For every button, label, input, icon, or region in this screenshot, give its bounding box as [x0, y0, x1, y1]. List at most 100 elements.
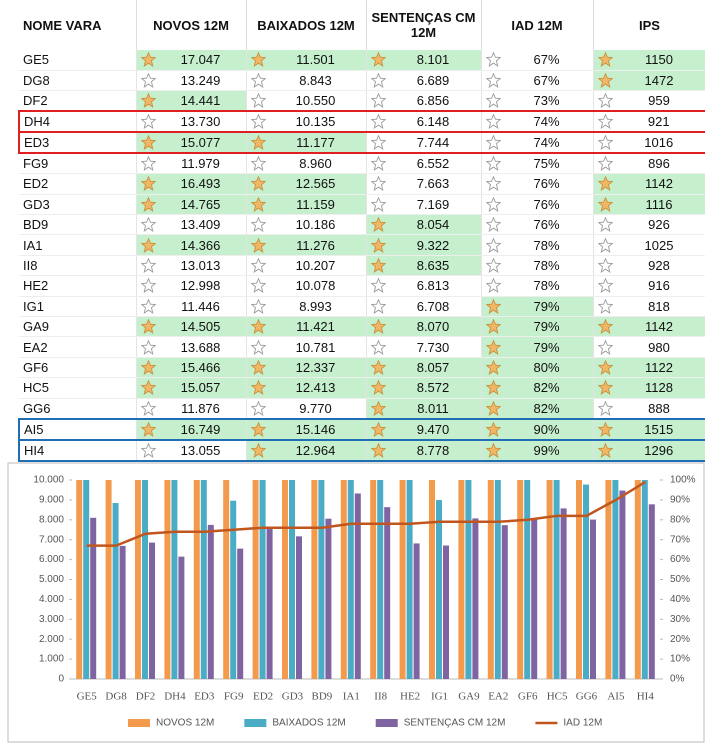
cell-content: 74%: [482, 133, 593, 152]
cell-content: 7.730: [367, 338, 481, 357]
cell-text: 15.146: [295, 421, 336, 437]
star-icon: [597, 278, 613, 294]
table-row: BD9 13.409 10.186 8.054 76% 926: [19, 214, 705, 236]
cell-content: 10.207: [247, 256, 366, 275]
cell-text: 13.688: [180, 339, 221, 355]
table-row: ED2 16.493 12.565 7.663 76% 1142: [19, 173, 705, 195]
y2-tick-label: 20%: [670, 634, 690, 645]
x-tick-label: BD9: [312, 691, 333, 703]
x-tick-label: HE2: [400, 691, 420, 703]
bar: [266, 526, 273, 679]
bar: [259, 480, 266, 679]
bar: [105, 480, 112, 679]
cell-text: 1515: [644, 421, 674, 437]
cell-text: 10.781: [295, 339, 336, 355]
star-icon: [250, 400, 266, 416]
star-icon: [485, 156, 501, 172]
bar: [347, 480, 354, 679]
name-cell: AI5: [18, 417, 137, 441]
x-tick-label: FG9: [224, 691, 244, 703]
bar: [465, 480, 472, 679]
bar: [612, 480, 619, 679]
value-cell: 1150: [593, 50, 705, 71]
cell-content: 928: [594, 256, 705, 275]
cell-text: 8.960: [299, 156, 332, 172]
bar: [193, 480, 200, 679]
value-cell: 82%: [481, 398, 594, 420]
x-tick-label: DH4: [164, 691, 186, 703]
cell-text: 7.730: [416, 339, 450, 355]
table-row: HC5 15.057 12.413 8.572 82% 1128: [19, 377, 705, 399]
cell-content: 78%: [482, 256, 593, 275]
name-cell: DF2: [19, 90, 137, 112]
cell-text: 11.276: [296, 237, 335, 253]
table-row: IG1 11.446 8.993 6.708 79% 818: [19, 296, 705, 318]
value-cell: 90%: [481, 417, 594, 441]
y-tick-label: 2.000: [39, 634, 64, 645]
value-cell: 14.366: [136, 234, 247, 256]
star-icon: [597, 176, 613, 192]
star-icon: [250, 359, 266, 375]
cell-content: 7.169: [367, 195, 481, 214]
star-icon: [485, 380, 501, 396]
star-icon: [140, 442, 156, 458]
cell-text: 90%: [533, 421, 560, 437]
name-cell: ED3: [18, 131, 137, 155]
bar: [318, 480, 325, 679]
cell-content: 82%: [482, 378, 593, 397]
legend-label: SENTENÇAS CM 12M: [404, 718, 506, 729]
cell-text: 13.409: [180, 217, 221, 233]
value-cell: 13.013: [136, 255, 247, 277]
star-icon: [250, 442, 266, 458]
bar: [282, 480, 288, 679]
cell-content: 78%: [482, 236, 593, 255]
value-cell: 1472: [593, 70, 705, 92]
legend-label: BAIXADOS 12M: [272, 718, 345, 729]
cell-content: 8.635: [367, 256, 481, 275]
cell-text: 10.078: [295, 278, 336, 294]
cell-text: DG8: [23, 73, 50, 89]
cell-content: 8.843: [247, 71, 366, 90]
cell-content: 76%: [482, 174, 593, 193]
value-cell: 8.572: [366, 377, 482, 399]
cell-content: 916: [594, 276, 705, 295]
name-cell: GF6: [19, 357, 137, 379]
cell-text: 80%: [533, 359, 560, 375]
y-tick-label: 4.000: [39, 594, 64, 605]
cell-text: 15.466: [180, 359, 221, 375]
star-icon: [597, 298, 613, 314]
star-icon: [485, 298, 501, 314]
table-row: GG6 11.876 9.770 8.011 82% 888: [19, 398, 705, 420]
cell-content: 1142: [594, 174, 705, 193]
cell-text: 14.765: [180, 196, 221, 212]
star-icon: [597, 237, 613, 253]
legend-label: IAD 12M: [563, 718, 602, 729]
value-cell: 6.813: [366, 275, 482, 297]
table-row: GD3 14.765 11.159 7.169 76% 1116: [19, 194, 705, 216]
value-cell: 13.249: [136, 70, 247, 92]
cell-text: 12.565: [295, 176, 336, 192]
bar: [207, 524, 214, 679]
cell-content: 15.466: [137, 358, 246, 377]
cell-text: 10.550: [295, 93, 336, 109]
legend-swatch: [375, 719, 398, 727]
value-cell: 13.055: [136, 438, 247, 462]
column-header: NOVOS 12M: [136, 0, 247, 50]
star-icon: [485, 359, 501, 375]
value-cell: 79%: [481, 336, 594, 358]
star-icon: [370, 156, 386, 172]
value-cell: 15.146: [246, 417, 367, 441]
value-cell: 8.070: [366, 316, 482, 338]
cell-text: 13.730: [180, 114, 221, 130]
value-cell: 12.565: [246, 173, 367, 195]
x-tick-label: IA1: [343, 691, 360, 703]
value-cell: 7.663: [366, 173, 482, 195]
value-cell: 11.421: [246, 316, 367, 338]
star-icon: [140, 421, 156, 437]
star-icon: [485, 442, 501, 458]
cell-content: 6.708: [367, 297, 481, 316]
value-cell: 8.101: [366, 50, 482, 71]
cell-content: 6.856: [367, 91, 481, 110]
cell-content: 76%: [482, 215, 593, 234]
